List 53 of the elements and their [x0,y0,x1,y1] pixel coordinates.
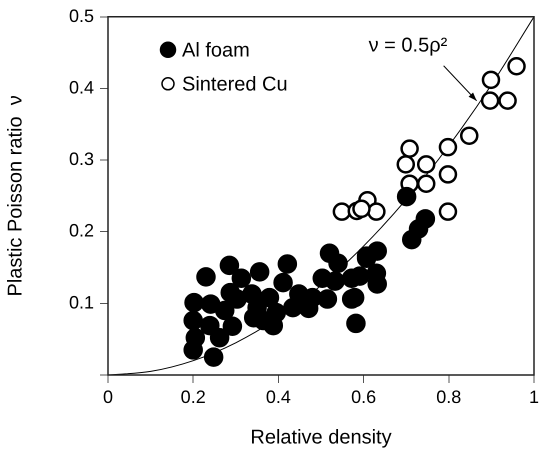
point [482,70,500,90]
point [332,202,352,221]
y-axis-title: Plastic Poisson ratio ν [4,95,27,296]
point [325,271,345,291]
point [416,155,436,174]
point [318,289,338,309]
point [200,316,220,336]
point [396,155,416,174]
point [438,138,458,156]
y-tick-label: 0.3 [68,149,94,170]
x-tick-label: 0.8 [436,386,462,407]
point [367,202,386,221]
point [210,328,230,348]
y-tick-label: 0.5 [68,6,94,26]
annotation: ν = 0.5ρ² [368,34,448,56]
point [273,272,293,292]
point [200,294,220,314]
point [498,91,517,110]
point [204,347,224,367]
x-axis-title: Relative density [250,426,392,449]
point [232,268,252,288]
y-tick-label: 0.1 [68,292,94,312]
point [214,300,234,320]
x-tick-label: 0.4 [266,386,291,407]
y-tick-label: 0.4 [68,77,94,98]
legend-label: Al foam [182,39,250,62]
point [416,174,436,193]
y-tick-label: 0.2 [68,220,94,241]
point [460,126,478,145]
point [196,267,216,287]
point [266,302,286,322]
x-tick-label: 0 [102,386,114,407]
point [346,314,366,334]
point [480,91,500,110]
legend-label: Sintered Cu [182,73,288,96]
point [402,230,422,250]
line-series [108,16,534,375]
point [396,186,416,206]
point [352,200,371,218]
x-tick-label: 0.2 [180,386,206,407]
point [222,316,242,336]
point [184,292,204,312]
point [183,310,203,330]
x-tick-label: 1 [528,386,540,407]
point [220,256,240,276]
point [250,262,270,282]
point [438,202,458,221]
point [400,139,419,158]
point [438,165,458,184]
point [278,254,298,274]
x-tick-label: 0.6 [351,386,376,407]
point [507,56,526,76]
point [328,253,348,273]
